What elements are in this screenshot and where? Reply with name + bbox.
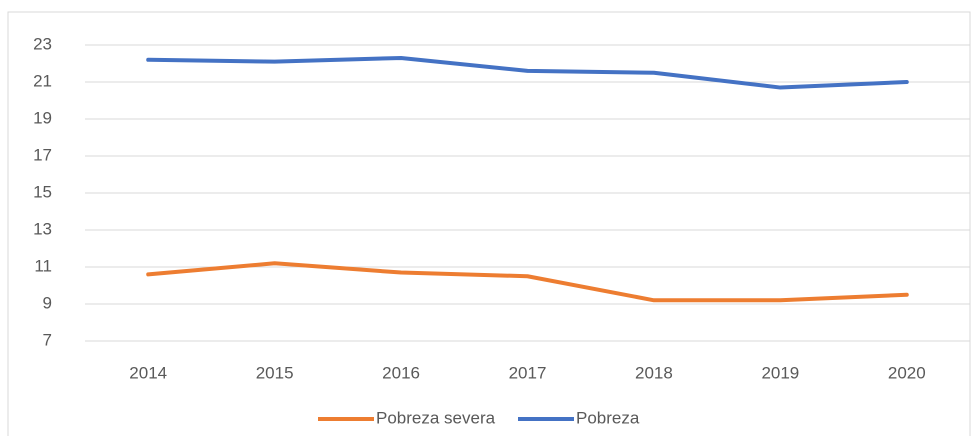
x-tick-label: 2016 — [382, 363, 420, 382]
legend-label: Pobreza severa — [376, 408, 496, 427]
y-tick-label: 11 — [34, 256, 52, 275]
x-tick-label: 2014 — [129, 363, 167, 382]
y-tick-label: 21 — [33, 71, 52, 90]
y-tick-label: 13 — [33, 219, 52, 238]
y-tick-label: 23 — [33, 34, 52, 53]
legend-label: Pobreza — [576, 408, 640, 427]
y-tick-label: 9 — [43, 293, 52, 312]
y-tick-label: 19 — [33, 108, 52, 127]
chart-border — [7, 11, 971, 436]
series-line — [146, 55, 909, 90]
y-tick-label: 7 — [43, 330, 52, 349]
y-tick-label: 15 — [33, 182, 52, 201]
x-tick-label: 2020 — [888, 363, 926, 382]
x-tick-label: 2015 — [256, 363, 294, 382]
x-tick-label: 2017 — [509, 363, 547, 382]
x-tick-label: 2019 — [761, 363, 799, 382]
x-tick-label: 2018 — [635, 363, 673, 382]
y-tick-label: 17 — [33, 145, 52, 164]
series-line — [146, 261, 909, 303]
